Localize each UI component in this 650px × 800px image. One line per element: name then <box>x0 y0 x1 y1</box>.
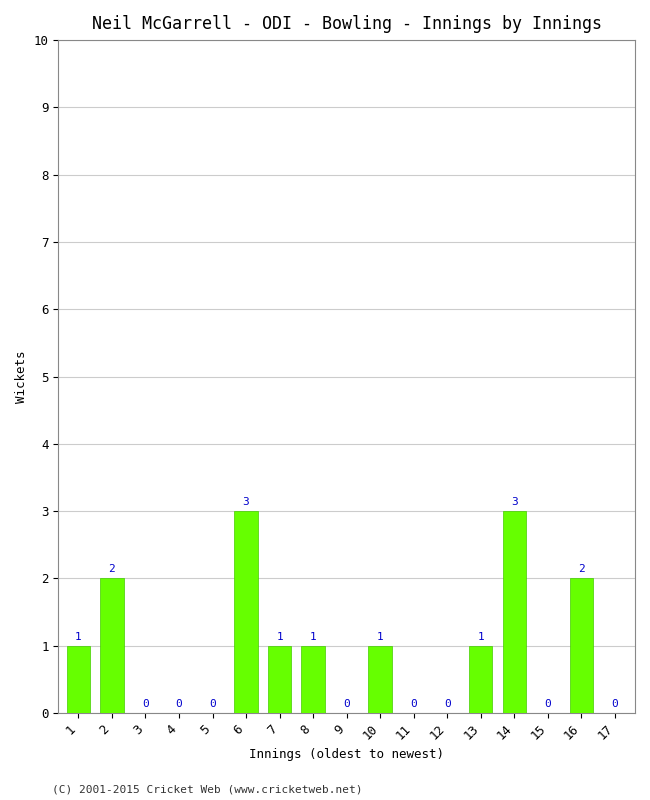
Text: 0: 0 <box>410 699 417 709</box>
Text: 0: 0 <box>444 699 450 709</box>
Text: 0: 0 <box>209 699 216 709</box>
Text: 1: 1 <box>377 632 384 642</box>
X-axis label: Innings (oldest to newest): Innings (oldest to newest) <box>249 748 444 761</box>
Bar <box>268 646 291 713</box>
Text: 1: 1 <box>477 632 484 642</box>
Text: 0: 0 <box>545 699 551 709</box>
Bar <box>369 646 392 713</box>
Text: 0: 0 <box>343 699 350 709</box>
Text: (C) 2001-2015 Cricket Web (www.cricketweb.net): (C) 2001-2015 Cricket Web (www.cricketwe… <box>52 784 363 794</box>
Text: 3: 3 <box>242 497 250 507</box>
Bar <box>302 646 325 713</box>
Bar <box>67 646 90 713</box>
Text: 1: 1 <box>276 632 283 642</box>
Text: 2: 2 <box>109 564 115 574</box>
Text: 2: 2 <box>578 564 585 574</box>
Bar <box>234 511 258 713</box>
Text: 0: 0 <box>612 699 618 709</box>
Bar <box>502 511 526 713</box>
Text: 0: 0 <box>142 699 149 709</box>
Text: 0: 0 <box>176 699 183 709</box>
Bar <box>569 578 593 713</box>
Text: 1: 1 <box>75 632 82 642</box>
Text: 1: 1 <box>310 632 317 642</box>
Title: Neil McGarrell - ODI - Bowling - Innings by Innings: Neil McGarrell - ODI - Bowling - Innings… <box>92 15 602 33</box>
Bar <box>100 578 124 713</box>
Y-axis label: Wickets: Wickets <box>15 350 28 402</box>
Bar <box>469 646 493 713</box>
Text: 3: 3 <box>511 497 517 507</box>
